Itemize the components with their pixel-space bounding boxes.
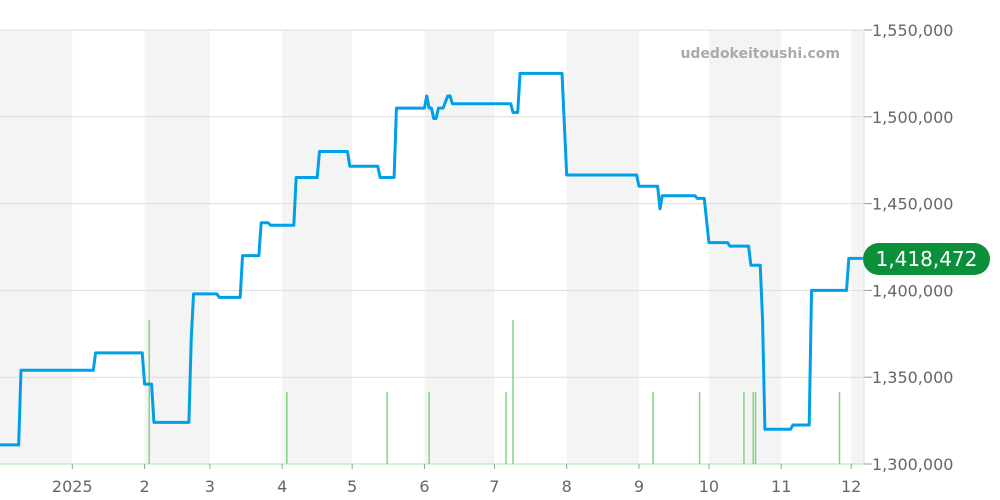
current-price-badge: 1,418,472 (863, 243, 990, 275)
x-tick-label: 6 (419, 477, 429, 496)
y-tick-label: 1,400,000 (872, 281, 953, 300)
watermark: udedokeitoushi.com (680, 46, 840, 62)
month-band (424, 30, 495, 464)
price-series (0, 71, 863, 447)
x-tick-label: 3 (205, 477, 215, 496)
x-tick-label: 2 (139, 477, 149, 496)
y-tick-label: 1,300,000 (872, 455, 953, 474)
x-tick-label: 2025 (52, 477, 93, 496)
x-tick-label: 8 (562, 477, 572, 496)
x-tick-label: 11 (771, 477, 791, 496)
month-band (282, 30, 353, 464)
y-tick-label: 1,350,000 (872, 368, 953, 387)
x-tick-label: 12 (841, 477, 861, 496)
month-band (0, 30, 73, 464)
x-tick-label: 5 (347, 477, 357, 496)
month-band (566, 30, 639, 464)
month-band (144, 30, 210, 464)
y-tick-label: 1,550,000 (872, 21, 953, 40)
x-tick-label: 10 (699, 477, 719, 496)
x-tick-label: 9 (634, 477, 644, 496)
x-tick-label: 4 (277, 477, 287, 496)
x-axis: 2025 2 3 4 5 6 7 8 9 10 11 12 (0, 463, 864, 496)
price-line (0, 71, 863, 447)
volume-bars (148, 320, 841, 464)
x-tick-label: 7 (489, 477, 499, 496)
month-band (851, 30, 864, 464)
y-tick-label: 1,500,000 (872, 108, 953, 127)
y-axis: 1,300,000 1,350,000 1,400,000 1,450,000 1,50… (863, 21, 953, 474)
y-tick-label: 1,450,000 (872, 195, 953, 214)
